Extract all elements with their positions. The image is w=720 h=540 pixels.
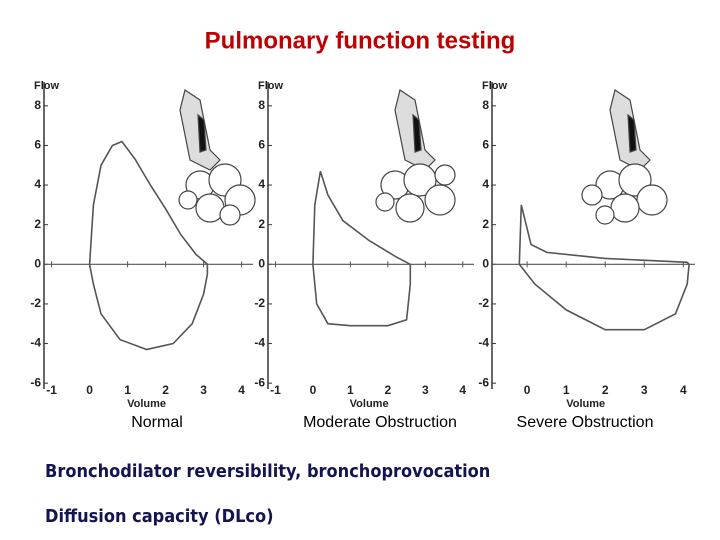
x-tick-label: 3 <box>422 383 429 397</box>
y-tick-label: -2 <box>254 296 265 310</box>
x-tick-label: 1 <box>124 383 131 397</box>
x-tick-label: 0 <box>310 383 317 397</box>
y-tick-label: 2 <box>34 217 41 231</box>
y-axis-label: Flow <box>482 80 507 92</box>
y-tick-label: 4 <box>34 177 41 191</box>
y-tick-label: -6 <box>30 375 41 389</box>
y-tick-label: 2 <box>258 217 265 231</box>
lung-icon <box>375 89 456 223</box>
flow-volume-loop <box>312 170 412 327</box>
x-tick-label: 2 <box>602 383 609 397</box>
chart-caption: Severe Obstruction <box>517 414 654 431</box>
x-axis-label: Volume <box>350 398 389 410</box>
lung-illustrations <box>178 89 668 226</box>
y-tick-label: -4 <box>30 336 41 350</box>
x-tick-label: 1 <box>347 383 354 397</box>
x-tick-label: 4 <box>680 383 687 397</box>
y-tick-label: -6 <box>254 375 265 389</box>
flow-volume-loop <box>518 204 690 331</box>
lung-icon <box>581 89 668 225</box>
y-axis-label: Flow <box>258 80 283 92</box>
x-tick-label: 3 <box>200 383 207 397</box>
x-tick-label: -1 <box>46 383 57 397</box>
y-tick-label: 0 <box>482 256 489 270</box>
note: Bronchodilator reversibility, bronchopro… <box>45 461 490 482</box>
chart-caption: Moderate Obstruction <box>303 414 457 431</box>
y-tick-label: -4 <box>478 336 489 350</box>
x-tick-label: 4 <box>238 383 245 397</box>
x-axis-label: Volume <box>127 398 166 410</box>
y-tick-label: 2 <box>482 217 489 231</box>
y-tick-label: -2 <box>30 296 41 310</box>
y-tick-label: 8 <box>258 98 265 112</box>
x-tick-label: 2 <box>162 383 169 397</box>
y-tick-label: 8 <box>482 98 489 112</box>
x-axis-label: Volume <box>566 398 605 410</box>
y-tick-label: 0 <box>34 256 41 270</box>
y-tick-label: 6 <box>482 138 489 152</box>
chart-caption: Normal <box>131 414 183 431</box>
y-tick-label: 8 <box>34 98 41 112</box>
slide-title: Pulmonary function testing <box>205 27 516 54</box>
x-tick-label: 0 <box>86 383 93 397</box>
y-axis-label: Flow <box>34 80 59 92</box>
y-tick-label: 6 <box>258 138 265 152</box>
y-tick-label: 4 <box>258 177 265 191</box>
y-tick-label: -6 <box>478 375 489 389</box>
x-tick-label: 2 <box>385 383 392 397</box>
x-tick-label: 1 <box>563 383 570 397</box>
y-tick-label: 0 <box>258 256 265 270</box>
y-tick-label: -2 <box>478 296 489 310</box>
y-tick-label: -4 <box>254 336 265 350</box>
x-tick-label: 4 <box>459 383 466 397</box>
y-tick-label: 6 <box>34 138 41 152</box>
flow-volume-loop <box>88 140 209 351</box>
x-tick-label: 0 <box>524 383 531 397</box>
x-tick-label: -1 <box>270 383 281 397</box>
y-tick-label: 4 <box>482 177 489 191</box>
lung-icon <box>178 89 256 226</box>
x-tick-label: 3 <box>641 383 648 397</box>
note: Diffusion capacity (DLco) <box>45 506 274 527</box>
